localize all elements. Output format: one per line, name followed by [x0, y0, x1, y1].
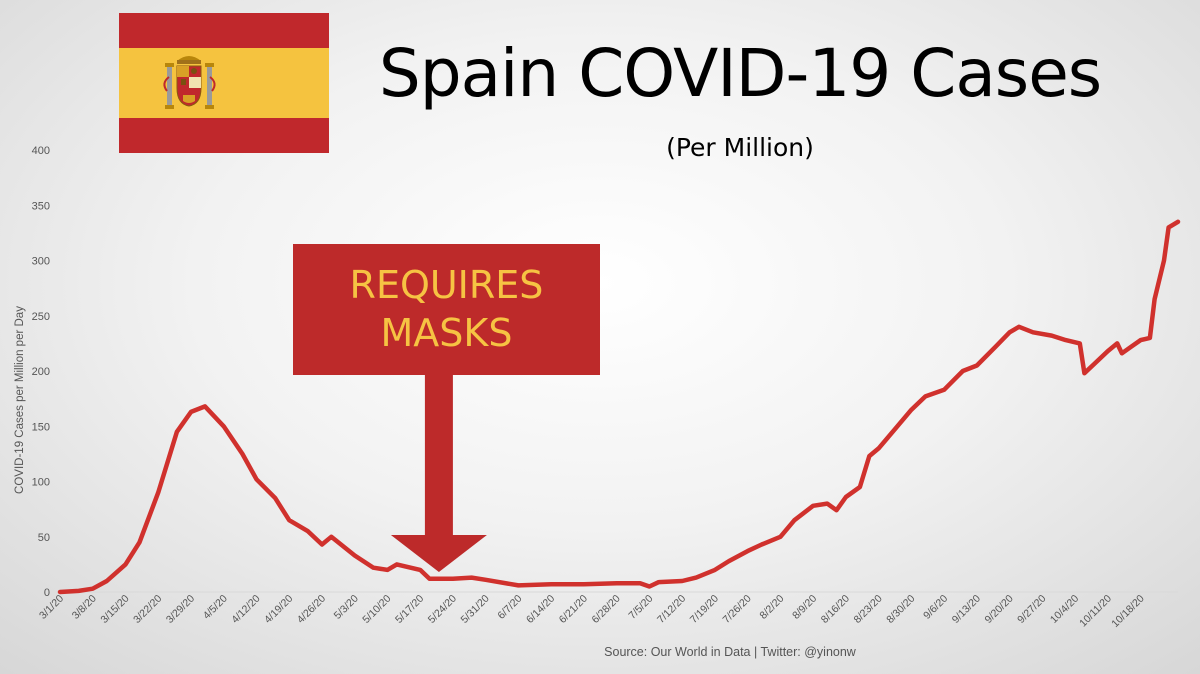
x-tick-label: 7/12/20 [655, 593, 688, 626]
x-tick-label: 3/8/20 [70, 593, 99, 622]
x-tick-label: 9/6/20 [921, 593, 950, 622]
x-tick-label: 5/31/20 [459, 593, 492, 626]
x-tick-label: 7/26/20 [720, 593, 753, 626]
mask-arrow-head [390, 535, 487, 572]
y-tick-label: 100 [32, 477, 50, 489]
x-tick-label: 6/14/20 [524, 593, 557, 626]
x-tick-label: 8/23/20 [851, 593, 884, 626]
x-tick-label: 7/5/20 [626, 593, 655, 622]
y-tick-label: 0 [44, 587, 50, 599]
x-tick-label: 9/13/20 [950, 593, 983, 626]
y-tick-label: 400 [32, 145, 50, 157]
y-tick-label: 350 [32, 200, 50, 212]
flag-yellow-stripe [119, 48, 329, 118]
x-tick-label: 8/16/20 [819, 593, 852, 626]
x-tick-label: 10/18/20 [1109, 593, 1146, 630]
series-line [57, 219, 1181, 595]
flag-red-stripe-top [119, 13, 329, 48]
mask-annotation-box: REQUIRES MASKS [293, 244, 600, 375]
x-tick-label: 10/11/20 [1077, 593, 1114, 630]
page-subtitle: (Per Million) [666, 133, 814, 162]
x-tick-label: 8/2/20 [757, 593, 786, 622]
x-tick-label: 4/26/20 [295, 593, 328, 626]
x-tick-label: 3/1/20 [37, 593, 66, 622]
y-tick-label: 300 [32, 256, 50, 268]
x-tick-label: 3/29/20 [164, 593, 197, 626]
mask-arrow-shaft [424, 374, 453, 536]
y-tick-label: 200 [32, 366, 50, 378]
coat-of-arms-icon [163, 56, 216, 109]
x-tick-label: 5/3/20 [332, 593, 361, 622]
y-axis: 0 50 100 150 200 250 300 350 400 [32, 145, 50, 599]
y-axis-title: COVID-19 Cases per Million per Day [14, 306, 26, 494]
y-tick-label: 50 [38, 532, 50, 544]
mask-arrow [390, 374, 487, 572]
x-tick-label: 6/21/20 [557, 593, 590, 626]
flag-red-stripe-bottom [119, 118, 329, 153]
x-tick-label: 6/28/20 [590, 593, 623, 626]
x-axis: 3/1/20 3/8/20 3/15/20 3/22/20 3/29/20 4/5/20 4… [37, 593, 1147, 631]
page-title: Spain COVID-19 Cases [378, 35, 1102, 112]
x-tick-label: 5/17/20 [393, 593, 426, 626]
x-tick-label: 9/27/20 [1015, 593, 1048, 626]
x-tick-label: 5/10/20 [360, 593, 393, 626]
mask-annotation-label: REQUIRES MASKS [349, 263, 544, 355]
x-tick-label: 8/9/20 [790, 593, 819, 622]
x-tick-label: 3/22/20 [131, 593, 164, 626]
spain-flag [119, 13, 329, 153]
x-tick-label: 4/5/20 [201, 593, 230, 622]
x-tick-label: 4/19/20 [262, 593, 295, 626]
x-tick-label: 9/20/20 [982, 593, 1015, 626]
x-tick-label: 5/24/20 [426, 593, 459, 626]
x-tick-label: 8/30/20 [884, 593, 917, 626]
x-tick-label: 7/19/20 [688, 593, 721, 626]
source-note: Source: Our World in Data | Twitter: @yi… [604, 645, 856, 659]
x-tick-label: 4/12/20 [229, 593, 262, 626]
x-tick-label: 3/15/20 [98, 593, 131, 626]
y-tick-label: 250 [32, 311, 50, 323]
series-layer [57, 219, 1181, 595]
x-tick-label: 6/7/20 [495, 593, 524, 622]
y-tick-label: 150 [32, 421, 50, 433]
